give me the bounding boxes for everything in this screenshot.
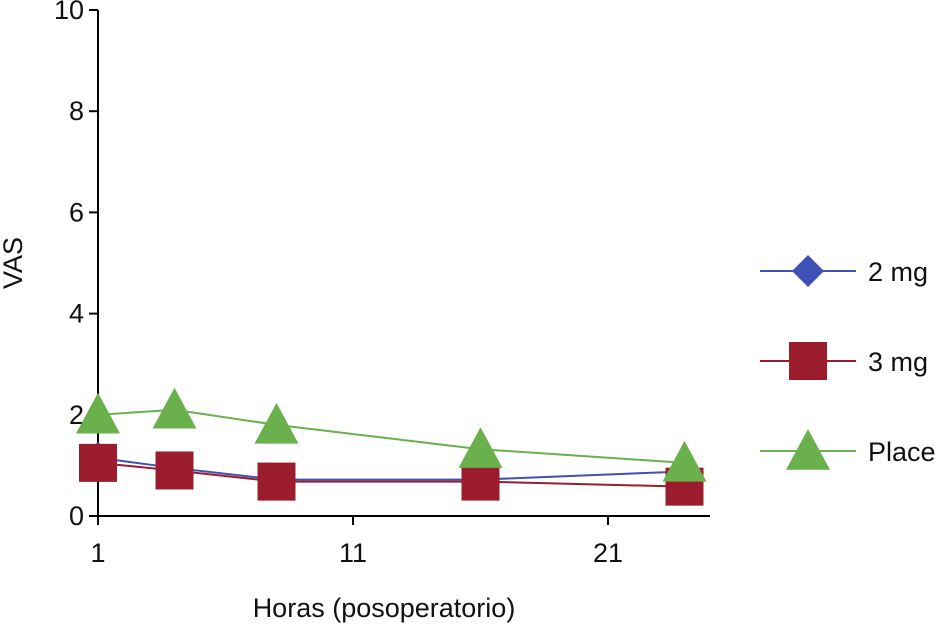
x-axis-title: Horas (posoperatorio) xyxy=(253,593,516,623)
legend-item: 2 mg xyxy=(760,255,928,287)
legend-marker xyxy=(786,429,830,470)
x-ticks: 1 11 21 xyxy=(90,516,623,568)
x-tick-label: 11 xyxy=(339,538,367,568)
legend: 2 mg 3 mg Place xyxy=(760,255,936,470)
x-tick-label: 1 xyxy=(90,538,105,568)
y-tick-label: 4 xyxy=(69,299,84,329)
data-point xyxy=(458,427,503,468)
data-point xyxy=(257,462,296,501)
x-tick-label: 21 xyxy=(593,538,623,568)
data-point xyxy=(662,440,707,482)
y-axis-title: VAS xyxy=(0,237,28,289)
legend-marker xyxy=(792,255,824,287)
y-tick-label: 10 xyxy=(54,0,84,25)
data-point xyxy=(461,462,500,501)
data-point xyxy=(254,402,299,444)
legend-label: 2 mg xyxy=(868,257,928,287)
legend-item: Place xyxy=(760,429,936,470)
data-point xyxy=(152,387,197,429)
y-tick-label: 0 xyxy=(69,501,84,531)
data-point xyxy=(76,392,120,434)
series-triangle xyxy=(76,387,707,482)
legend-marker xyxy=(789,342,827,380)
y-tick-label: 8 xyxy=(69,96,84,126)
legend-item: 3 mg xyxy=(760,342,928,380)
data-point xyxy=(155,451,194,490)
y-tick-label: 6 xyxy=(69,197,84,227)
legend-label: Place xyxy=(868,437,936,467)
legend-label: 3 mg xyxy=(868,347,928,377)
series-layer xyxy=(76,387,707,506)
y-tick-label: 2 xyxy=(69,400,84,430)
data-point xyxy=(79,443,117,482)
